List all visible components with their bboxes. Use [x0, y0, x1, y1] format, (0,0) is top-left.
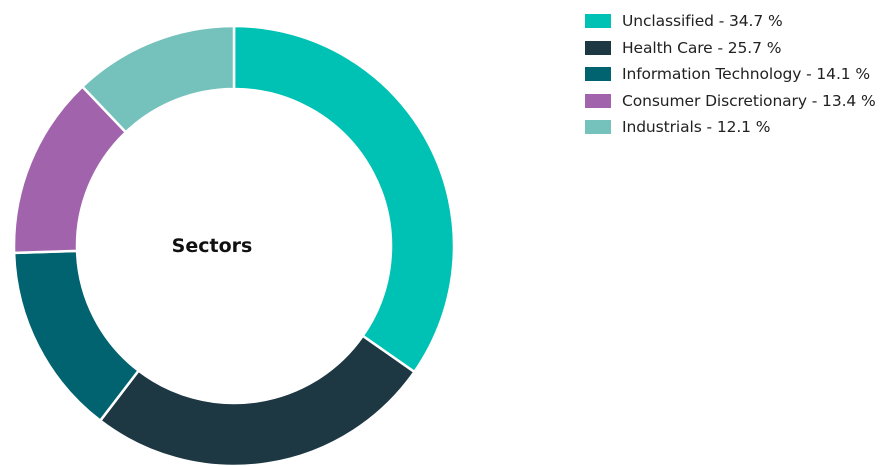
chart-legend: Unclassified - 34.7 % Health Care - 25.7…: [585, 8, 876, 141]
legend-label: Unclassified - 34.7 %: [622, 12, 783, 31]
legend-label: Industrials - 12.1 %: [622, 118, 771, 137]
donut-slice-information-technology: [12, 249, 141, 423]
legend-swatch: [585, 14, 611, 29]
legend-item: Unclassified - 34.7 %: [585, 8, 876, 35]
legend-label: Information Technology - 14.1 %: [622, 65, 870, 84]
legend-swatch: [585, 67, 611, 82]
legend-swatch: [585, 120, 611, 135]
chart-center-label: Sectors: [171, 235, 253, 257]
legend-item: Health Care - 25.7 %: [585, 35, 876, 62]
legend-swatch: [585, 40, 611, 55]
donut-slice-health-care: [98, 334, 417, 466]
donut-chart: Sectors: [12, 24, 456, 466]
legend-label: Consumer Discretionary - 13.4 %: [622, 91, 876, 110]
legend-item: Industrials - 12.1 %: [585, 114, 876, 141]
legend-item: Information Technology - 14.1 %: [585, 61, 876, 88]
legend-swatch: [585, 93, 611, 108]
donut-slice-unclassified: [232, 24, 456, 374]
donut-slice-industrials: [80, 24, 236, 134]
legend-label: Health Care - 25.7 %: [622, 38, 782, 57]
legend-item: Consumer Discretionary - 13.4 %: [585, 88, 876, 115]
donut-svg: [12, 24, 456, 466]
